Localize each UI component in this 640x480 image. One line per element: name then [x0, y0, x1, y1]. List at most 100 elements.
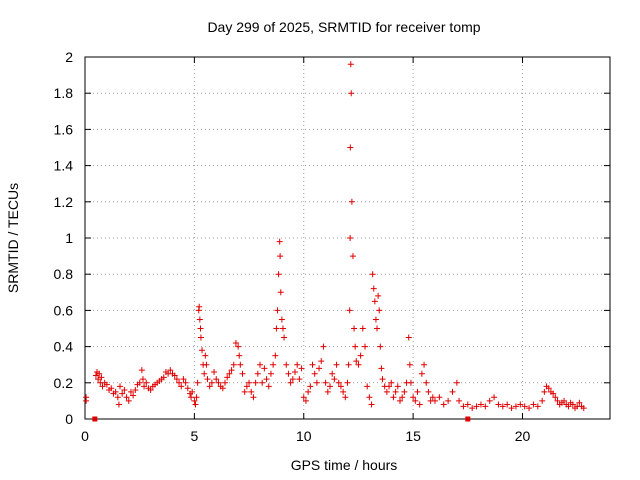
- data-point: [222, 379, 228, 386]
- y-tick-label: 0: [65, 411, 73, 427]
- data-point: [316, 365, 323, 372]
- data-point: [283, 361, 290, 368]
- data-point: [119, 390, 126, 397]
- data-point: [141, 383, 148, 390]
- data-point: [305, 388, 312, 395]
- y-tick-label: 0.6: [54, 302, 74, 318]
- y-tick-label: 1.6: [54, 121, 74, 137]
- data-point: [130, 392, 137, 399]
- y-tick-label: 1.4: [54, 158, 74, 174]
- data-point: [279, 325, 286, 332]
- data-point: [184, 385, 191, 392]
- data-point: [263, 376, 270, 383]
- data-point: [199, 347, 206, 354]
- data-point: [545, 385, 552, 392]
- data-point: [171, 372, 178, 379]
- data-point: [103, 381, 110, 388]
- data-point: [504, 401, 511, 408]
- data-point: [204, 376, 211, 383]
- data-point: [355, 361, 362, 368]
- data-point: [569, 401, 576, 408]
- data-point: [98, 374, 105, 381]
- data-point: [340, 388, 347, 395]
- data-point: [394, 383, 401, 390]
- data-point: [407, 379, 414, 386]
- data-point: [530, 401, 537, 408]
- data-point: [292, 368, 298, 375]
- data-point: [83, 397, 90, 404]
- data-point: [423, 379, 430, 386]
- data-point: [257, 361, 263, 368]
- data-point: [374, 325, 381, 332]
- data-point: [368, 401, 375, 408]
- data-point: [342, 394, 349, 401]
- data-point: [346, 307, 353, 314]
- data-point: [112, 388, 119, 395]
- data-point: [250, 394, 257, 401]
- data-point: [331, 376, 338, 383]
- data-point: [576, 399, 583, 406]
- data-point: [117, 383, 123, 390]
- data-point: [534, 403, 541, 410]
- data-point: [230, 361, 237, 368]
- data-point: [219, 385, 226, 392]
- data-point: [565, 403, 572, 410]
- data-point: [329, 370, 336, 377]
- data-point: [224, 374, 231, 381]
- data-point: [178, 383, 185, 390]
- data-point: [473, 403, 480, 410]
- data-point: [449, 388, 456, 395]
- data-point: [377, 343, 384, 350]
- data-point: [127, 388, 134, 395]
- data-point: [366, 394, 373, 401]
- y-tick-label: 1.8: [54, 85, 74, 101]
- data-point: [541, 388, 548, 395]
- data-point: [232, 339, 239, 346]
- data-point: [272, 352, 279, 359]
- data-point: [261, 365, 268, 372]
- data-point: [491, 394, 498, 401]
- data-point: [418, 370, 425, 377]
- data-point: [456, 397, 463, 404]
- data-point: [499, 403, 506, 410]
- data-point: [432, 397, 438, 404]
- data-point: [243, 383, 250, 390]
- data-point: [215, 379, 222, 386]
- data-point: [246, 379, 253, 386]
- data-point: [486, 397, 493, 404]
- data-point: [281, 334, 288, 341]
- data-point: [191, 397, 198, 404]
- data-point: [208, 379, 215, 386]
- data-point: [337, 383, 344, 390]
- data-point: [324, 388, 331, 395]
- data-point: [302, 397, 309, 404]
- x-tick-label: 0: [81, 428, 89, 444]
- data-point: [477, 401, 484, 408]
- data-point: [167, 367, 174, 374]
- data-point: [298, 365, 305, 372]
- data-point: [176, 379, 183, 386]
- data-point: [347, 61, 354, 68]
- data-point: [508, 405, 515, 412]
- grid-lines: [85, 57, 610, 419]
- data-point: [348, 90, 355, 97]
- data-point: [397, 397, 403, 404]
- data-point: [445, 397, 452, 404]
- x-axis-label: GPS time / hours: [291, 457, 398, 473]
- data-point: [440, 401, 447, 408]
- data-point: [196, 316, 203, 323]
- data-point: [552, 394, 559, 401]
- data-point: [99, 383, 106, 390]
- data-point: [349, 253, 356, 260]
- data-point: [320, 343, 327, 350]
- data-point: [460, 403, 467, 410]
- data-point: [383, 388, 390, 395]
- data-point: [333, 361, 340, 368]
- data-point: [276, 238, 283, 245]
- data-point: [226, 370, 233, 377]
- data-point: [429, 394, 436, 401]
- chart-title: Day 299 of 2025, SRMTID for receiver tom…: [207, 19, 480, 35]
- data-point: [406, 361, 413, 368]
- data-point: [550, 390, 557, 397]
